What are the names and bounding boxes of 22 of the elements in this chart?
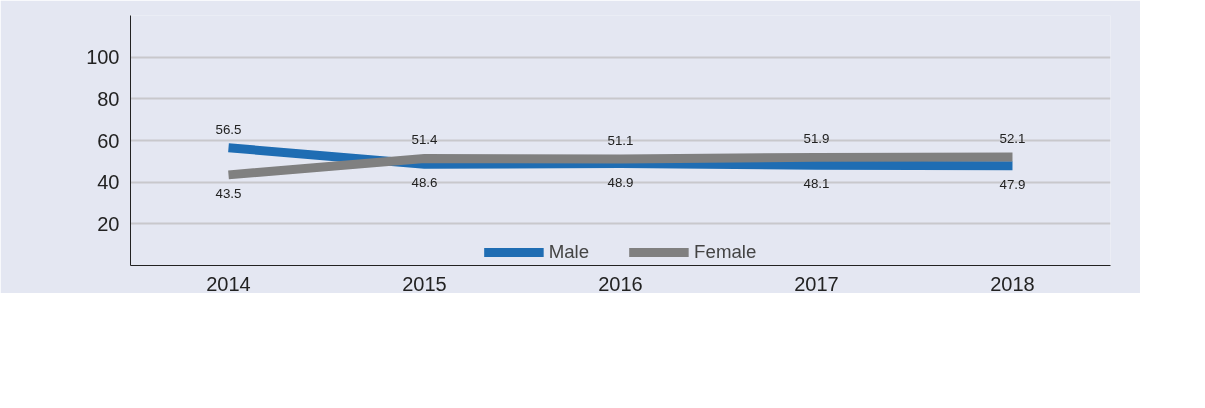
data-label: 48.1: [803, 176, 830, 192]
y-tick-label: 20: [97, 212, 120, 235]
data-label: 48.6: [411, 175, 438, 191]
y-tick-label: 60: [97, 129, 120, 152]
data-label: 43.5: [215, 185, 242, 201]
x-tick-label: 2017: [794, 272, 839, 295]
data-label: 56.5: [215, 121, 242, 137]
data-label: 47.9: [999, 176, 1026, 192]
y-tick-label: 40: [97, 171, 120, 194]
data-label: 52.1: [999, 130, 1026, 146]
x-tick-label: 2014: [206, 272, 251, 295]
y-tick-label: 100: [86, 46, 120, 69]
x-tick-label: 2018: [990, 272, 1035, 295]
data-label: 51.1: [607, 133, 634, 149]
x-tick-label: 2016: [598, 272, 643, 295]
data-label: 48.9: [607, 174, 634, 190]
y-tick-label: 80: [97, 87, 120, 110]
legend-label: Male: [548, 241, 590, 263]
data-label: 51.4: [411, 132, 439, 148]
x-tick-label: 2015: [402, 272, 447, 295]
data-label: 51.9: [803, 131, 830, 147]
legend-label: Female: [694, 241, 757, 263]
